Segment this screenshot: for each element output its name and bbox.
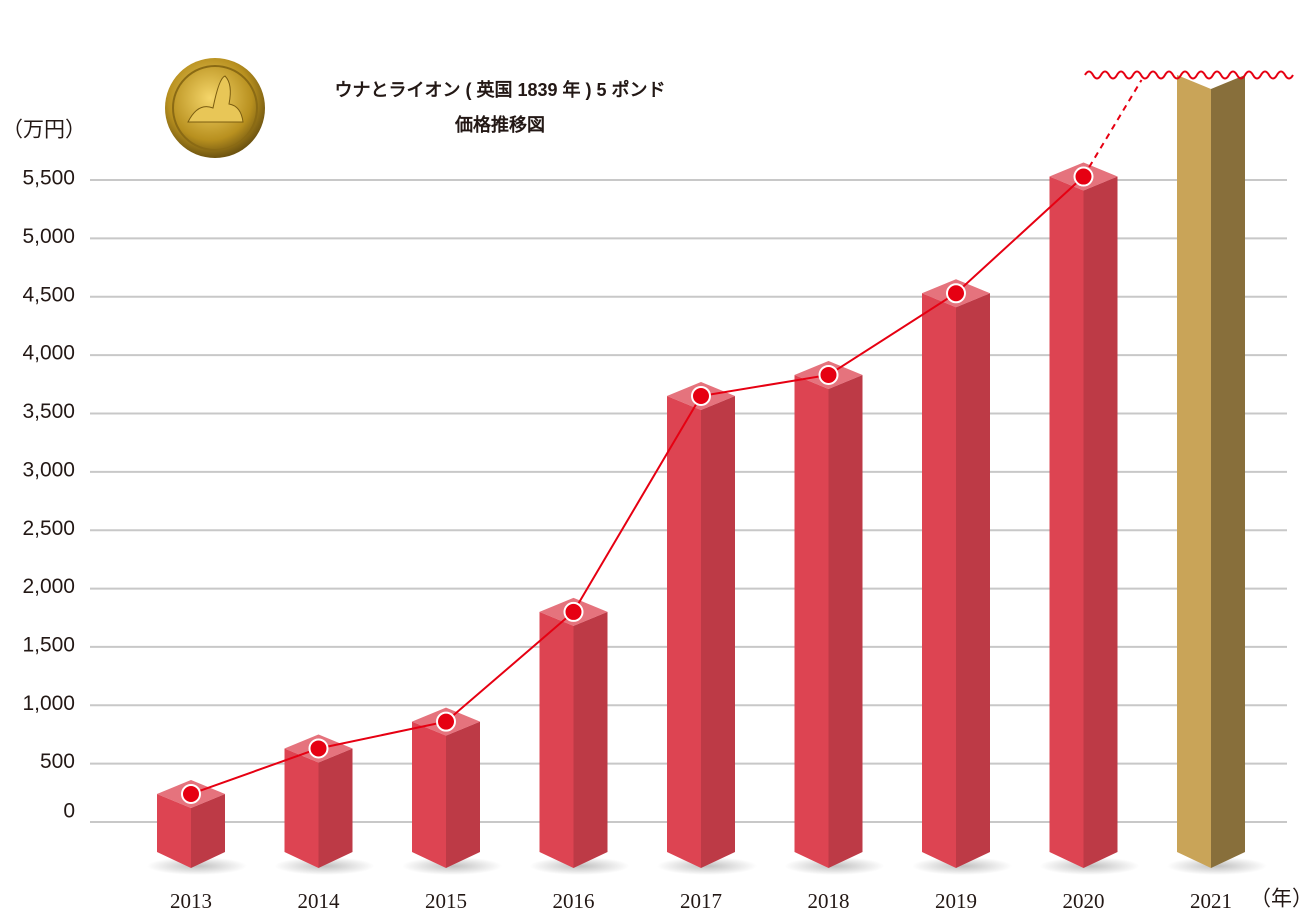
y-tick-label: 5,000 [22, 225, 75, 248]
bar-left-face [667, 395, 701, 868]
bar-shade [191, 793, 225, 868]
bar-left-face [157, 793, 191, 868]
bar-shade [446, 721, 480, 868]
y-tick-label: 4,500 [22, 283, 75, 306]
price-dot [1073, 166, 1094, 187]
bar-shade [956, 293, 990, 869]
bar [1167, 75, 1267, 875]
bar-left-face [284, 748, 319, 868]
x-tick-label: 2013 [170, 889, 212, 913]
x-tick-label: 2014 [298, 889, 341, 913]
break-dash [1082, 79, 1143, 178]
bar-shadow [912, 857, 1012, 875]
bar-right-face [446, 721, 480, 868]
bar-left-face [922, 293, 956, 869]
bar-shade [318, 748, 353, 868]
y-tick-label: 5,500 [22, 167, 75, 190]
bar-left-face [794, 374, 829, 868]
y-tick-label: 500 [40, 750, 75, 773]
bar-shade [573, 611, 608, 868]
x-tick-label: 2018 [808, 889, 850, 913]
bar [657, 381, 757, 875]
bar-shadow [529, 857, 630, 875]
y-tick-label: 1,000 [22, 692, 75, 715]
x-axis-label: （年） [1250, 888, 1300, 911]
bar-left-face [412, 721, 446, 868]
y-tick-label: 0 [63, 800, 75, 823]
x-tick-label: 2016 [553, 889, 595, 913]
bar-left-face [539, 611, 574, 868]
break-wave [1084, 70, 1294, 80]
x-tick-label: 2015 [425, 889, 467, 913]
bar [912, 279, 1012, 875]
x-tick-label: 2021 [1190, 889, 1232, 913]
bar-shade [1083, 176, 1118, 869]
y-tick-label: 2,000 [22, 575, 75, 598]
bar-left-face [1049, 176, 1084, 869]
chart-subtitle: 価格推移図 [454, 114, 545, 135]
coin-icon [165, 58, 265, 158]
bar-shadow [657, 857, 757, 875]
bar-right-face [956, 293, 990, 869]
bar-right-face [191, 793, 225, 868]
price-line [190, 175, 1085, 795]
y-tick-label: 4,000 [22, 342, 75, 365]
bar-right-face [318, 748, 353, 868]
bar-right-face [828, 374, 863, 868]
y-tick-label: 3,500 [22, 400, 75, 423]
price-dot [563, 601, 584, 622]
bar [1039, 162, 1140, 875]
bar-right-face [1083, 176, 1118, 869]
bar-shadow [1167, 857, 1267, 875]
y-tick-label: 1,500 [22, 633, 75, 656]
bar-shadow [784, 857, 885, 875]
x-tick-label: 2019 [935, 889, 977, 913]
bar-right-face [1211, 75, 1245, 868]
price-dot [946, 283, 966, 304]
bar-shade [1211, 75, 1245, 868]
price-dot [308, 738, 329, 759]
y-tick-label: 2,500 [22, 517, 75, 540]
bar-left-face [1177, 75, 1211, 868]
bar-shadow [1039, 857, 1140, 875]
price-dot [436, 711, 456, 732]
chart-title: ウナとライオン ( 英国 1839 年 ) 5 ポンド [334, 79, 665, 100]
bar [529, 597, 630, 875]
bar [402, 707, 502, 875]
x-tick-label: 2020 [1063, 889, 1105, 913]
price-dot [181, 783, 201, 804]
price-dot [818, 364, 839, 385]
bar-right-face [573, 611, 608, 868]
bar [784, 360, 885, 875]
bar-shadow [402, 857, 502, 875]
y-axis-label: （万円） [2, 119, 86, 142]
price-dot [691, 385, 711, 406]
bar-right-face [701, 395, 735, 868]
bar-shade [701, 395, 735, 868]
bar-shade [828, 374, 863, 868]
bar-shadow [147, 857, 247, 875]
y-tick-label: 3,000 [22, 458, 75, 481]
x-tick-label: 2017 [680, 889, 722, 913]
bar-shadow [274, 857, 375, 875]
